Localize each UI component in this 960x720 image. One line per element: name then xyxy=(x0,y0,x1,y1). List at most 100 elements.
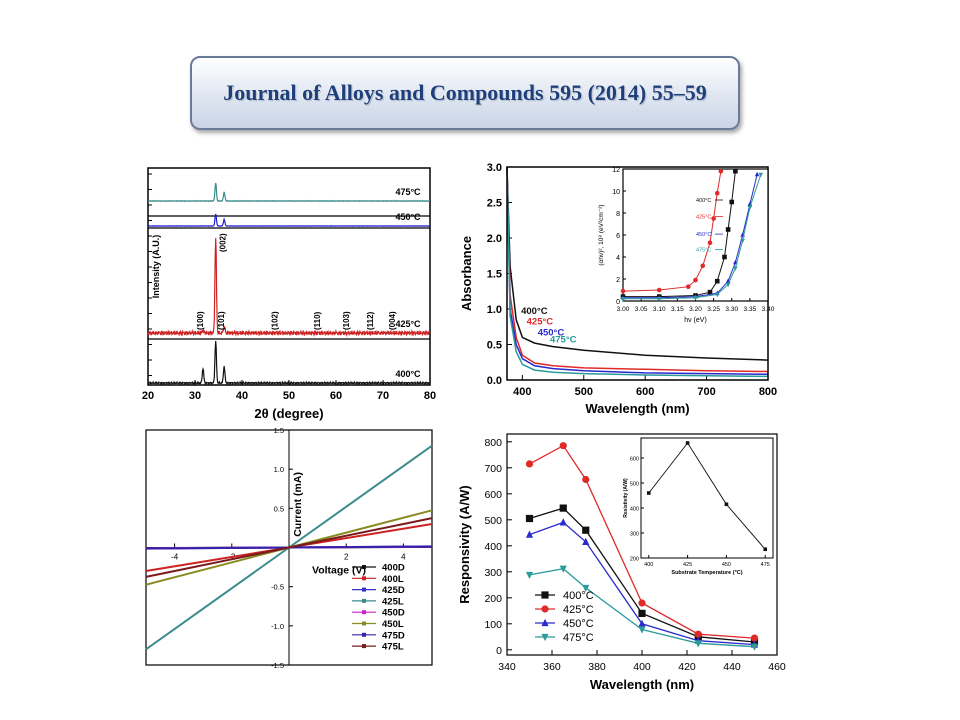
inset-y-tick-label: 200 xyxy=(630,557,639,563)
absorbance-series-line xyxy=(506,166,769,373)
inset-y-tick-label: 2 xyxy=(616,277,620,284)
peak-label: (101) xyxy=(217,311,226,330)
y-tick-label: 800 xyxy=(484,437,502,449)
inset-x-tick-label: 3.10 xyxy=(653,306,666,313)
data-point xyxy=(559,504,567,512)
inset-point xyxy=(718,168,724,174)
legend-label: 475°C xyxy=(563,632,594,644)
inset-y-tick-label: 10 xyxy=(612,189,620,196)
inset-x-tick-label: 3.15 xyxy=(671,306,684,313)
responsivity-chart: 0 100 200 300 400 500 600 700 800 340 360 380 400 420… xyxy=(457,433,786,692)
inset-point xyxy=(758,172,764,178)
y-axis-label: Responsivity (A/W) xyxy=(457,485,472,603)
data-point xyxy=(582,475,590,484)
y-tick-label: 3.0 xyxy=(487,162,502,174)
inset-point xyxy=(656,287,662,293)
inset-y-tick-label: 6 xyxy=(616,233,620,240)
responsivity-series-line xyxy=(529,444,755,639)
data-point xyxy=(525,530,534,538)
inset-point xyxy=(707,240,713,245)
y-axis-label: Current (mA) xyxy=(292,472,304,537)
legend-label: 450°C xyxy=(563,618,594,630)
legend-marker xyxy=(541,591,549,599)
legend-label: 400D xyxy=(382,563,405,574)
legend-label: 400°C xyxy=(563,590,594,602)
x-tick-label: 460 xyxy=(768,661,786,673)
y-axis-label: Absorbance xyxy=(459,236,474,311)
peak-label: (103) xyxy=(342,311,351,330)
y-tick-label: 0.0 xyxy=(487,375,502,387)
inset-point xyxy=(693,295,698,301)
legend-marker xyxy=(362,621,366,626)
responsivity-series-line xyxy=(529,507,755,643)
x-tick-label: 420 xyxy=(678,661,696,673)
series-label: 450°C xyxy=(538,327,565,338)
inset-series-line xyxy=(648,442,766,550)
x-tick-label: 2 xyxy=(344,553,349,562)
inset-x-tick-label: 475 xyxy=(761,562,770,568)
xrd-chart: 20 30 40 50 60 70 80 2θ (degree) Intensity (A.U.… xyxy=(142,167,436,421)
xrd-series-line xyxy=(147,340,431,386)
peak-label: (112) xyxy=(366,311,375,330)
y-tick-label: 700 xyxy=(484,463,502,475)
y-tick-label: 1.5 xyxy=(487,269,502,281)
series-label: 400°C xyxy=(395,369,421,379)
data-point xyxy=(582,537,590,545)
legend-marker xyxy=(362,632,366,637)
data-point xyxy=(582,526,590,534)
inset-point xyxy=(729,199,735,205)
inset-point xyxy=(714,292,720,298)
inset-point xyxy=(714,278,720,284)
x-tick-label: 400 xyxy=(633,661,651,673)
x-tick-label: 800 xyxy=(759,386,777,398)
legend-label: 425L xyxy=(382,596,404,607)
inset-point xyxy=(620,297,626,302)
series-label: 400°C xyxy=(521,306,548,317)
absorbance-series-line xyxy=(506,166,769,378)
x-tick-label: 440 xyxy=(723,661,741,673)
y-tick-label: 0 xyxy=(496,645,502,657)
legend-marker xyxy=(541,605,549,613)
legend-label: 425D xyxy=(382,585,405,596)
inset-y-axis-label: Resistivity (A/W) xyxy=(623,478,629,518)
x-tick-label: 50 xyxy=(283,390,295,402)
inset-point xyxy=(724,502,729,507)
data-point xyxy=(694,640,702,648)
y-tick-label: 2.0 xyxy=(487,233,502,245)
peak-label: (110) xyxy=(313,311,322,330)
y-tick-label: -1.5 xyxy=(271,661,284,670)
x-tick-label: 30 xyxy=(189,390,201,402)
data-point xyxy=(559,442,567,450)
xrd-series-line xyxy=(147,213,430,228)
legend-marker xyxy=(362,598,366,603)
legend-label: 450D xyxy=(382,608,405,619)
inset-point xyxy=(733,266,738,271)
inset-point xyxy=(763,547,768,552)
inset-point xyxy=(620,288,626,294)
legend-marker xyxy=(362,587,366,592)
x-axis-label: Wavelength (nm) xyxy=(590,677,694,692)
x-tick-label: 20 xyxy=(142,390,154,402)
data-point xyxy=(638,619,646,627)
inset-y-tick-label: 500 xyxy=(630,482,639,488)
inset-x-tick-label: 3.20 xyxy=(689,306,702,313)
x-tick-label: 380 xyxy=(588,661,606,673)
inset-y-tick-label: 12 xyxy=(612,167,620,174)
data-point xyxy=(750,643,759,651)
inset-x-tick-label: 3.00 xyxy=(617,306,630,313)
y-tick-label: 2.5 xyxy=(487,198,502,210)
xrd-series-line xyxy=(147,182,430,203)
inset-point xyxy=(656,297,662,302)
y-tick-label: 1.0 xyxy=(274,465,284,474)
inset-point xyxy=(685,441,690,445)
legend-label: 475D xyxy=(382,630,405,641)
legend-marker xyxy=(362,565,366,569)
legend-label: 425°C xyxy=(563,604,594,616)
y-tick-label: 0.5 xyxy=(274,504,284,513)
series-label: 475°C xyxy=(395,187,421,197)
x-tick-label: 700 xyxy=(697,386,715,398)
inset-series-label: 475°C xyxy=(696,248,711,254)
legend-marker xyxy=(362,644,366,649)
legend-marker xyxy=(362,576,366,581)
